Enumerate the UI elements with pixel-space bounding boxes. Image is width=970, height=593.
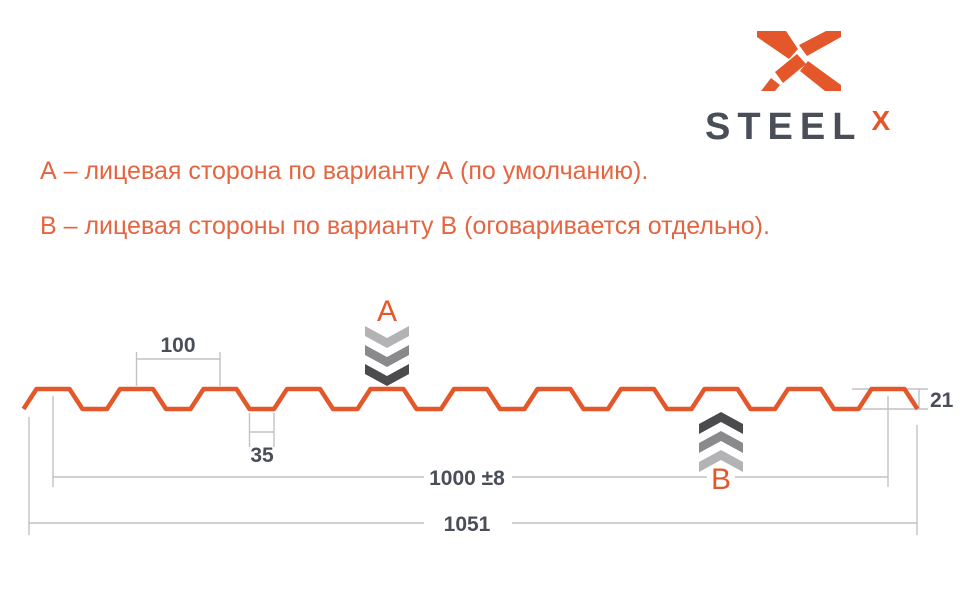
chevron-icon [365,326,409,348]
dim-label-valley: 35 [250,444,274,467]
chevron-icon [365,364,409,386]
note-variant-b: В – лицевая стороны по варианту В (огова… [40,212,770,240]
logo-center-band [775,54,806,83]
dimension-pitch [135,352,221,386]
side-b-label-backplate [707,470,735,493]
dim-label-pitch: 100 [160,334,195,357]
logo-arm-bottom-right [800,61,841,91]
sheet-profile-outline [21,386,920,412]
logo-arm-top-left [757,31,798,59]
chevron-icon [699,431,743,453]
note-variant-a: А – лицевая сторона по варианту А (по ум… [40,157,649,185]
steelx-logo-icon [757,31,841,91]
logo-arm-top-right [799,31,841,56]
logo-text-steel: STEEL [705,106,863,148]
dimension-valley [248,413,275,447]
side-a-label: А [377,295,397,328]
side-a-arrow-icon [365,326,409,386]
dimension-useful-width [52,396,889,487]
chevron-icon [699,412,743,434]
logo-wordmark: STEEL X [705,105,935,149]
logo-arm-bottom-left [761,78,780,91]
dim-label-overall-width: 1051 [444,513,491,536]
side-b-arrow-icon [699,412,743,472]
side-b-label: В [711,463,731,496]
chevron-icon [365,345,409,367]
dimension-overall-width [28,417,918,535]
dim-label-height: 21 [930,389,954,412]
dim-label-useful-width: 1000 ±8 [429,467,505,490]
logo-text-x: X [871,105,891,136]
chevron-icon [699,450,743,472]
profile-drawing: 100 35 21 1000 ±8 1051 А В [21,295,954,536]
